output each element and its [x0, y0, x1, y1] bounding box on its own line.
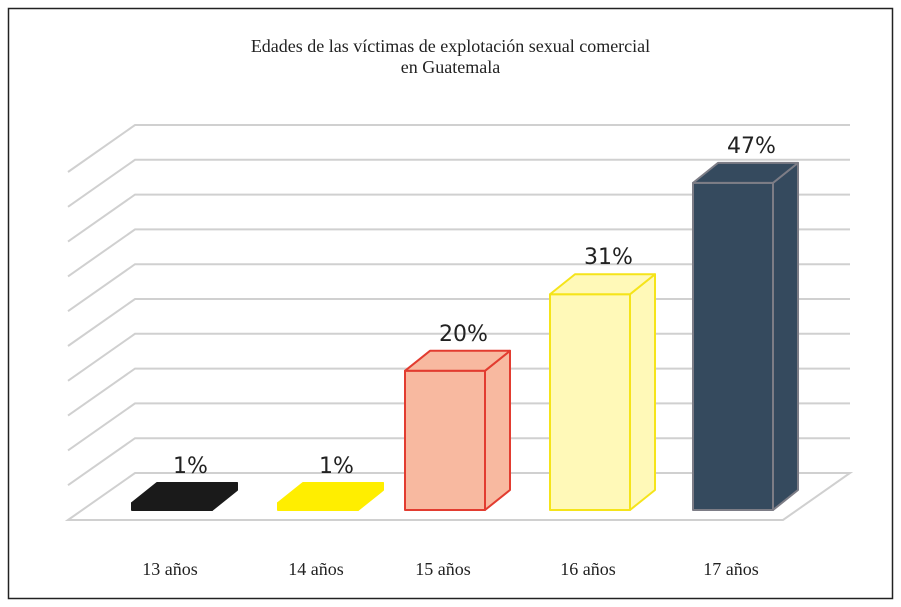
bar-face	[549, 293, 631, 511]
bar-face	[131, 482, 238, 505]
bar	[404, 349, 511, 511]
bar	[131, 482, 238, 511]
bar-face	[131, 502, 213, 511]
bar-face	[692, 181, 774, 511]
bar-face	[404, 369, 486, 511]
bar	[692, 161, 799, 511]
grid-line	[67, 193, 850, 243]
bar-face	[277, 502, 359, 511]
bar-face	[692, 161, 799, 184]
value-label: 20%	[439, 322, 488, 347]
value-label: 47%	[727, 134, 776, 159]
bar	[277, 482, 384, 511]
bar-face	[772, 161, 799, 511]
grid-line	[67, 158, 850, 208]
x-tick-label: 13 años	[142, 559, 198, 579]
grid-line	[67, 228, 850, 278]
grid-line	[67, 263, 850, 313]
value-label: 1%	[319, 454, 354, 479]
grid-line	[67, 124, 850, 173]
bar-face	[404, 349, 511, 372]
x-tick-label: 15 años	[415, 559, 471, 579]
x-tick-label: 14 años	[288, 559, 344, 579]
value-label: 1%	[173, 454, 208, 479]
value-label: 31%	[584, 245, 633, 270]
bar	[549, 273, 656, 511]
bar-face	[549, 273, 656, 296]
x-tick-label: 17 años	[703, 559, 759, 579]
bar-face	[277, 482, 384, 505]
bar-face	[484, 349, 511, 511]
bar-face	[629, 273, 656, 511]
frame	[7, 7, 894, 600]
x-tick-label: 16 años	[560, 559, 616, 579]
chart-title: Edades de las víctimas de explotación se…	[250, 36, 651, 77]
